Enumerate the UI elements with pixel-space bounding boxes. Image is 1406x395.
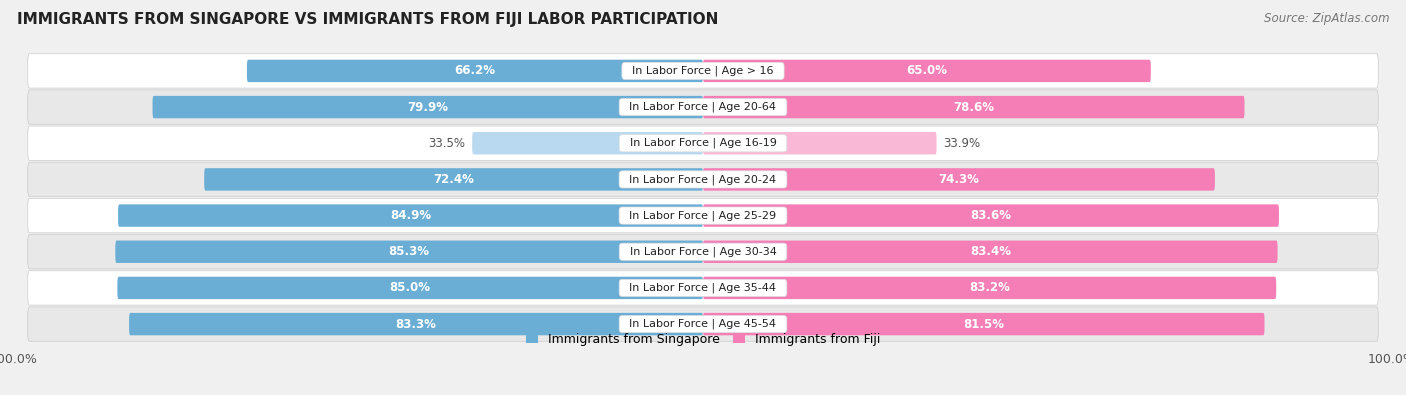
Text: In Labor Force | Age 20-24: In Labor Force | Age 20-24 (623, 174, 783, 185)
FancyBboxPatch shape (28, 54, 1378, 88)
FancyBboxPatch shape (28, 126, 1378, 160)
FancyBboxPatch shape (118, 204, 703, 227)
FancyBboxPatch shape (703, 277, 1277, 299)
Text: In Labor Force | Age > 16: In Labor Force | Age > 16 (626, 66, 780, 76)
FancyBboxPatch shape (28, 198, 1378, 233)
Text: 65.0%: 65.0% (907, 64, 948, 77)
Text: In Labor Force | Age 25-29: In Labor Force | Age 25-29 (623, 210, 783, 221)
FancyBboxPatch shape (247, 60, 703, 82)
Text: 83.2%: 83.2% (969, 281, 1010, 294)
Text: 83.6%: 83.6% (970, 209, 1011, 222)
Text: 33.5%: 33.5% (429, 137, 465, 150)
Text: 72.4%: 72.4% (433, 173, 474, 186)
Text: IMMIGRANTS FROM SINGAPORE VS IMMIGRANTS FROM FIJI LABOR PARTICIPATION: IMMIGRANTS FROM SINGAPORE VS IMMIGRANTS … (17, 12, 718, 27)
Text: 84.9%: 84.9% (389, 209, 432, 222)
FancyBboxPatch shape (28, 271, 1378, 305)
FancyBboxPatch shape (204, 168, 703, 191)
FancyBboxPatch shape (28, 162, 1378, 197)
Text: 85.0%: 85.0% (389, 281, 430, 294)
Text: Source: ZipAtlas.com: Source: ZipAtlas.com (1264, 12, 1389, 25)
Text: In Labor Force | Age 20-64: In Labor Force | Age 20-64 (623, 102, 783, 112)
FancyBboxPatch shape (28, 307, 1378, 341)
FancyBboxPatch shape (117, 277, 703, 299)
Text: 33.9%: 33.9% (943, 137, 980, 150)
FancyBboxPatch shape (703, 313, 1264, 335)
Text: 83.4%: 83.4% (970, 245, 1011, 258)
FancyBboxPatch shape (115, 241, 703, 263)
Text: 74.3%: 74.3% (938, 173, 980, 186)
FancyBboxPatch shape (703, 96, 1244, 118)
FancyBboxPatch shape (703, 241, 1278, 263)
Text: 78.6%: 78.6% (953, 101, 994, 114)
Text: 81.5%: 81.5% (963, 318, 1004, 331)
FancyBboxPatch shape (703, 204, 1279, 227)
Legend: Immigrants from Singapore, Immigrants from Fiji: Immigrants from Singapore, Immigrants fr… (520, 327, 886, 351)
FancyBboxPatch shape (472, 132, 703, 154)
FancyBboxPatch shape (152, 96, 703, 118)
FancyBboxPatch shape (28, 90, 1378, 124)
Text: In Labor Force | Age 16-19: In Labor Force | Age 16-19 (623, 138, 783, 149)
FancyBboxPatch shape (703, 132, 936, 154)
FancyBboxPatch shape (703, 168, 1215, 191)
FancyBboxPatch shape (28, 235, 1378, 269)
Text: In Labor Force | Age 45-54: In Labor Force | Age 45-54 (623, 319, 783, 329)
Text: 66.2%: 66.2% (454, 64, 495, 77)
Text: 79.9%: 79.9% (408, 101, 449, 114)
Text: 85.3%: 85.3% (388, 245, 430, 258)
Text: In Labor Force | Age 35-44: In Labor Force | Age 35-44 (623, 283, 783, 293)
Text: In Labor Force | Age 30-34: In Labor Force | Age 30-34 (623, 246, 783, 257)
Text: 83.3%: 83.3% (395, 318, 436, 331)
FancyBboxPatch shape (703, 60, 1152, 82)
FancyBboxPatch shape (129, 313, 703, 335)
